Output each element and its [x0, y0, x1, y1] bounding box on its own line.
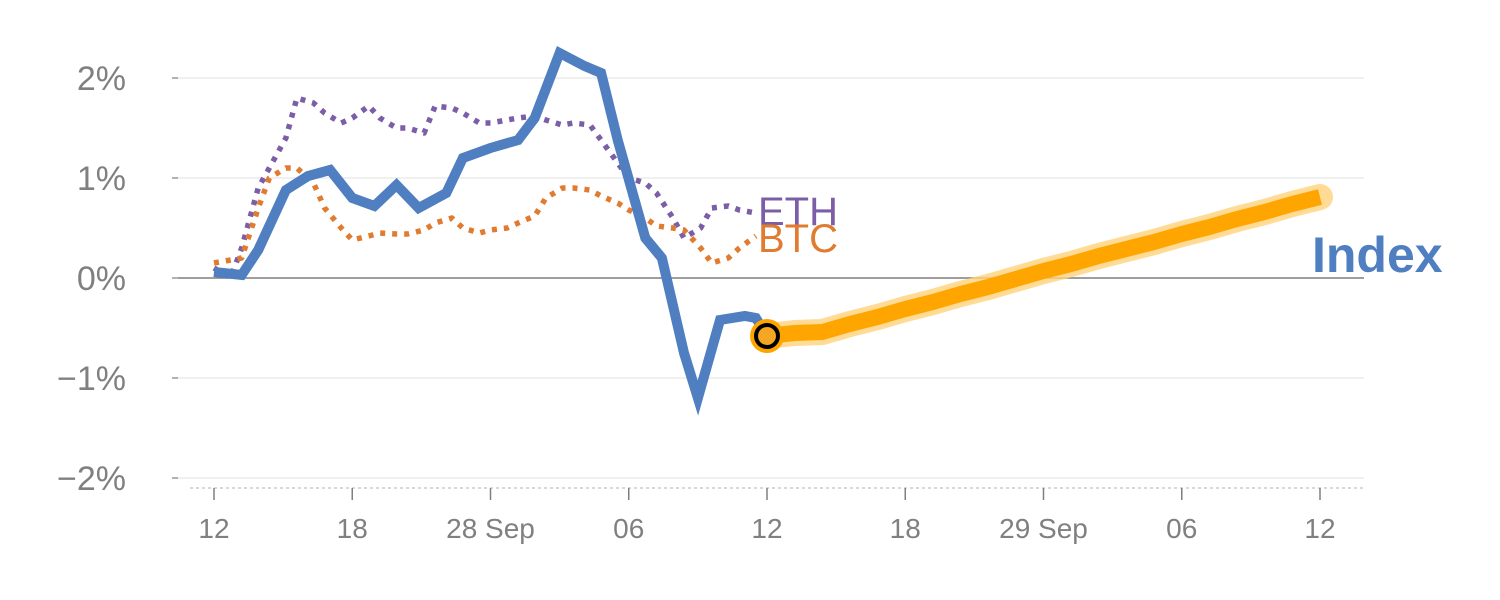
series-labels: ETH BTC Index	[758, 190, 1443, 283]
y-tick-label-2: 0%	[77, 260, 126, 298]
series-line-index	[213, 45, 772, 416]
x-tick-label-4: 12	[751, 513, 782, 544]
x-tick-label-2: 28 Sep	[446, 513, 535, 544]
x-tick-label-5: 18	[890, 513, 921, 544]
forecast-line	[766, 189, 1322, 344]
y-tick-label-1: 1%	[77, 160, 126, 198]
x-tick-label-1: 18	[337, 513, 368, 544]
series-line-btc	[213, 165, 758, 266]
x-tick-label-3: 06	[613, 513, 644, 544]
y-tick-label-4: −2%	[57, 460, 126, 498]
x-tick-label-0: 12	[198, 513, 229, 544]
x-tick-label-7: 06	[1166, 513, 1197, 544]
y-tick-label-3: −1%	[57, 360, 126, 398]
marker-point	[754, 323, 780, 349]
series-label-btc: BTC	[758, 217, 838, 261]
series-line-eth	[212, 95, 757, 281]
y-axis: 2% 1% 0% −1% −2%	[57, 60, 178, 498]
latest-point-marker	[750, 319, 784, 353]
x-tick-label-8: 12	[1304, 513, 1335, 544]
series-lines	[212, 45, 1333, 416]
x-tick-label-6: 29 Sep	[999, 513, 1088, 544]
x-axis: 12 18 28 Sep 06 12 18 29 Sep 06 12	[190, 487, 1364, 544]
y-tick-label-0: 2%	[77, 60, 126, 98]
series-label-index: Index	[1312, 227, 1443, 283]
gridlines	[178, 77, 1364, 479]
series-label-eth: ETH	[758, 190, 838, 234]
